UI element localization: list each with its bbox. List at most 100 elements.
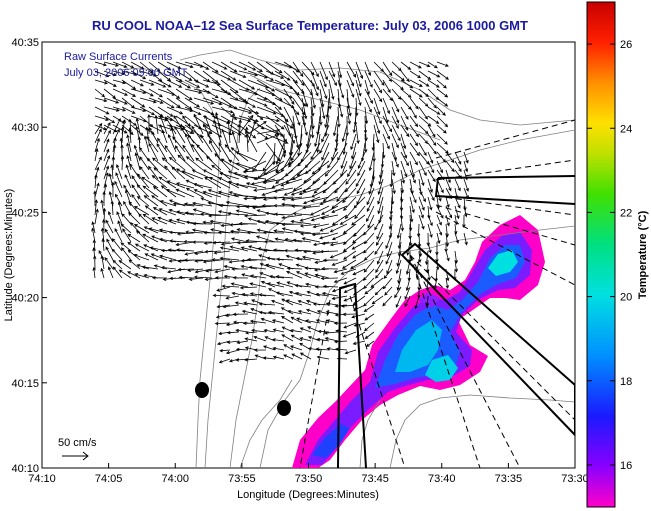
current-vector xyxy=(265,97,283,110)
current-vector xyxy=(112,137,117,153)
current-vector xyxy=(454,160,462,173)
current-vector xyxy=(283,187,303,196)
current-vector xyxy=(285,270,303,279)
current-vector xyxy=(321,205,339,215)
current-vector xyxy=(164,165,177,180)
current-vector xyxy=(235,328,249,333)
current-vector xyxy=(204,277,222,281)
current-vector xyxy=(219,203,240,208)
current-vector xyxy=(375,232,384,246)
current-vector xyxy=(195,157,213,171)
current-vector xyxy=(374,214,384,231)
current-vector xyxy=(284,238,303,243)
current-vector xyxy=(93,255,97,270)
current-vector xyxy=(409,187,417,204)
current-vector xyxy=(229,106,253,114)
current-vector xyxy=(261,187,285,196)
current-vector xyxy=(130,97,146,108)
current-vector xyxy=(272,328,285,333)
current-vector xyxy=(395,295,402,309)
y-tick-label: 40:25 xyxy=(11,207,39,219)
current-vector xyxy=(436,223,443,236)
current-vector xyxy=(383,268,393,279)
current-vector xyxy=(347,160,357,178)
current-vector xyxy=(207,189,231,198)
current-vector xyxy=(159,114,168,135)
current-vector xyxy=(427,187,435,202)
current-vector xyxy=(346,70,355,87)
current-vector xyxy=(130,106,147,112)
current-vector xyxy=(281,222,303,227)
current-vector xyxy=(188,277,204,281)
current-vector xyxy=(414,295,420,310)
current-vector xyxy=(193,79,210,88)
current-vector xyxy=(256,128,281,135)
current-vector xyxy=(355,61,364,80)
current-vector xyxy=(273,203,294,208)
current-vector xyxy=(148,142,159,162)
current-vector xyxy=(172,136,186,153)
current-vector xyxy=(103,70,117,77)
current-vector xyxy=(238,97,256,108)
current-vector xyxy=(310,88,316,109)
current-vector xyxy=(396,223,402,239)
current-vector xyxy=(400,160,408,178)
current-vector xyxy=(213,119,222,144)
current-vector xyxy=(214,153,231,171)
current-vector xyxy=(112,70,126,76)
current-vector xyxy=(436,88,449,98)
current-vector xyxy=(321,142,330,161)
current-vector xyxy=(331,259,348,266)
current-vector xyxy=(265,70,285,79)
current-vector xyxy=(214,321,231,326)
current-vector xyxy=(373,97,381,116)
current-vector xyxy=(175,124,194,134)
current-vector xyxy=(212,241,231,245)
current-vector xyxy=(139,106,156,116)
current-vector xyxy=(302,205,321,210)
current-vector xyxy=(116,163,123,180)
current-vector xyxy=(331,205,348,213)
current-vector xyxy=(292,238,312,243)
current-vector xyxy=(364,97,372,113)
current-vector xyxy=(159,123,168,144)
current-vector xyxy=(202,259,222,264)
current-vector xyxy=(375,259,384,274)
current-vector xyxy=(175,88,193,101)
current-vector xyxy=(245,205,267,209)
current-vector xyxy=(363,232,375,245)
current-vector xyxy=(94,148,99,162)
current-vector xyxy=(118,259,132,270)
current-vector xyxy=(94,88,106,98)
current-vector xyxy=(292,211,312,216)
current-vector xyxy=(133,224,150,234)
x-tick-label: 73:35 xyxy=(495,473,523,485)
current-vector xyxy=(94,70,110,78)
current-vector xyxy=(328,61,336,78)
current-vector xyxy=(232,312,249,317)
current-vector xyxy=(175,168,195,180)
current-vector xyxy=(152,157,168,171)
current-vector xyxy=(139,97,157,104)
current-vector xyxy=(176,248,195,252)
current-vector xyxy=(427,151,434,164)
current-vector xyxy=(148,127,159,144)
current-vector xyxy=(391,115,399,129)
current-vector xyxy=(206,155,222,171)
current-vector xyxy=(94,128,102,144)
current-vector xyxy=(241,273,258,279)
current-vector xyxy=(117,201,123,216)
current-vector xyxy=(262,178,285,184)
current-vector xyxy=(271,338,285,342)
current-vector xyxy=(152,207,168,216)
current-vector xyxy=(182,115,195,135)
current-vector xyxy=(409,151,418,166)
current-vector xyxy=(342,223,357,235)
current-vector xyxy=(94,115,110,121)
current-vector xyxy=(128,201,141,216)
current-vector xyxy=(172,202,195,207)
current-vector xyxy=(148,88,163,98)
current-vector xyxy=(240,264,258,270)
current-vector xyxy=(112,124,128,134)
current-vector xyxy=(376,223,384,240)
